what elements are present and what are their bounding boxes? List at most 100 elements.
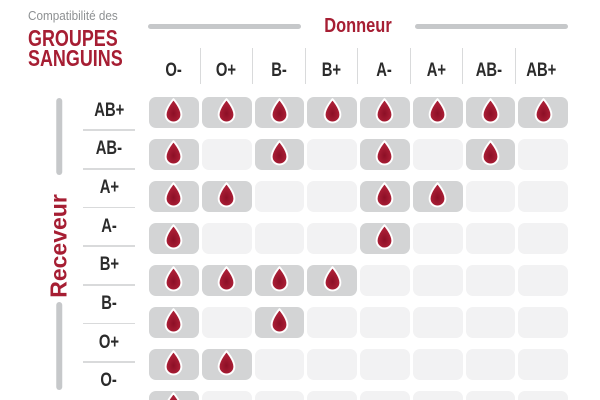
matrix-cell-B--from-B+ (307, 307, 357, 338)
receiver-axis-label: Receveur (45, 194, 72, 298)
col-header-label: B+ (321, 60, 341, 81)
col-header-O-: O- (148, 48, 201, 84)
blood-drop-icon (428, 98, 447, 124)
matrix-cell-AB--from-B- (254, 139, 305, 170)
matrix-cell-O--from-A+ (412, 391, 463, 400)
col-header-AB+: AB+ (516, 48, 569, 84)
col-header-label: A- (375, 60, 392, 81)
matrix-cell-O--from-O+ (201, 391, 252, 400)
matrix-cell-O+-from-A- (360, 349, 410, 380)
blood-drop-icon (165, 224, 183, 250)
matrix-cell-AB+-from-A- (360, 97, 410, 128)
matrix-cell-A--from-B- (254, 223, 305, 254)
matrix-cell-A+-from-AB+ (518, 181, 568, 212)
matrix-cell-B+-from-AB+ (518, 265, 568, 296)
donor-axis-line-right (415, 23, 568, 29)
title-block: Compatibilité des GROUPES SANGUINS (28, 9, 149, 70)
col-header-label: AB- (475, 60, 502, 81)
matrix-cell-O--from-A- (360, 391, 410, 400)
blood-drop-icon (270, 308, 289, 334)
matrix-cell-A+-from-A- (360, 181, 410, 212)
col-header-O+: O+ (201, 48, 253, 84)
blood-drop-icon (165, 140, 183, 166)
matrix-cell-B+-from-B+ (307, 265, 357, 296)
blood-drop-icon (165, 308, 183, 334)
matrix-cell-AB+-from-B+ (307, 97, 357, 128)
col-header-label: O- (165, 60, 182, 81)
matrix-cell-O--from-AB- (465, 391, 516, 400)
matrix-cell-AB+-from-B- (254, 97, 305, 128)
blood-drop-icon (217, 266, 236, 292)
blood-drop-icon (165, 266, 183, 292)
blood-drop-icon (323, 266, 341, 292)
matrix-cell-A+-from-AB- (465, 181, 516, 212)
matrix-cell-B+-from-A- (360, 265, 410, 296)
matrix-cell-A+-from-A+ (412, 181, 463, 212)
matrix-cell-AB+-from-AB+ (518, 97, 568, 128)
row-label-B+: B+ (83, 252, 135, 286)
matrix-cell-AB--from-A+ (412, 139, 463, 170)
row-label-text: AB- (95, 138, 123, 160)
receiver-axis-line-top (56, 98, 62, 175)
matrix-cell-O+-from-AB+ (518, 349, 568, 380)
blood-drop-icon (323, 98, 341, 124)
matrix-cell-B+-from-B- (254, 265, 305, 296)
donor-axis-label: Donneur (324, 14, 392, 37)
col-header-label: O+ (216, 60, 237, 81)
matrix-cell-AB--from-AB+ (518, 139, 568, 170)
matrix-cell-A+-from-O- (149, 181, 199, 212)
receiver-row-labels: AB+ AB- A+ A- B+ B- O+ O- (83, 97, 135, 395)
matrix-cell-A+-from-O+ (201, 181, 252, 212)
blood-drop-icon (376, 224, 394, 250)
matrix-cell-O+-from-O- (149, 349, 199, 380)
receiver-axis: Receveur (45, 97, 73, 395)
donor-axis-line-left (148, 23, 301, 29)
matrix-cell-A--from-O+ (201, 223, 252, 254)
row-label-text: A- (101, 215, 117, 237)
matrix-cell-O+-from-O+ (201, 349, 252, 380)
row-label-B-: B- (83, 290, 135, 324)
donor-axis: Donneur (148, 14, 568, 37)
matrix-cell-B--from-B- (254, 307, 305, 338)
blood-drop-icon (217, 350, 236, 376)
matrix-cell-AB+-from-O+ (201, 97, 252, 128)
matrix-cell-AB--from-O- (149, 139, 199, 170)
matrix-cell-O--from-O- (149, 391, 199, 400)
matrix-cell-A--from-AB+ (518, 223, 568, 254)
blood-drop-icon (534, 98, 552, 124)
matrix-cell-A--from-B+ (307, 223, 357, 254)
matrix-cell-B+-from-AB- (465, 265, 516, 296)
row-label-AB+: AB+ (83, 97, 135, 131)
matrix-cell-AB--from-AB- (465, 139, 516, 170)
col-header-B+: B+ (306, 48, 358, 84)
blood-drop-icon (217, 182, 236, 208)
compatibility-matrix (149, 97, 568, 400)
row-label-text: AB+ (93, 99, 125, 121)
blood-drop-icon (481, 140, 500, 166)
matrix-cell-B--from-AB+ (518, 307, 568, 338)
blood-drop-icon (270, 266, 289, 292)
matrix-cell-O--from-B- (254, 391, 305, 400)
matrix-cell-AB--from-O+ (201, 139, 252, 170)
col-header-B-: B- (253, 48, 306, 84)
matrix-cell-B+-from-A+ (412, 265, 463, 296)
blood-drop-icon (270, 98, 289, 124)
matrix-cell-A--from-A+ (412, 223, 463, 254)
page-title-line1: GROUPES (28, 25, 118, 51)
matrix-cell-B--from-O- (149, 307, 199, 338)
matrix-cell-O+-from-B+ (307, 349, 357, 380)
matrix-cell-B--from-A+ (412, 307, 463, 338)
matrix-cell-B+-from-O- (149, 265, 199, 296)
blood-drop-icon (165, 350, 183, 376)
row-label-A+: A+ (83, 174, 135, 208)
matrix-cell-AB+-from-AB- (465, 97, 516, 128)
col-header-label: A+ (426, 60, 446, 81)
matrix-cell-O+-from-A+ (412, 349, 463, 380)
row-label-AB-: AB- (83, 136, 135, 170)
matrix-cell-B--from-AB- (465, 307, 516, 338)
col-header-AB-: AB- (463, 48, 516, 84)
donor-column-headers: O- O+ B- B+ A- A+ AB- AB+ (148, 48, 568, 84)
matrix-cell-A--from-A- (360, 223, 410, 254)
matrix-cell-AB+-from-A+ (412, 97, 463, 128)
